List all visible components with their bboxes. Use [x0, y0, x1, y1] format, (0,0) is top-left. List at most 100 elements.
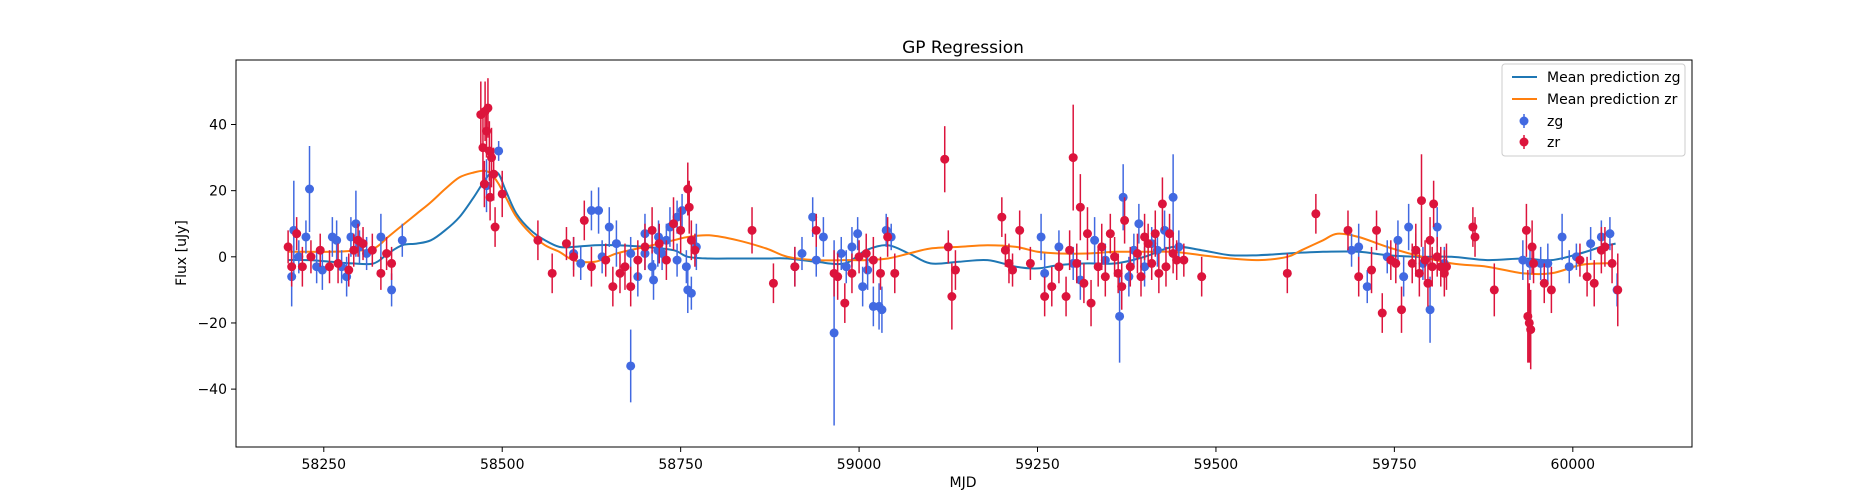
- data-point-zr: [1117, 282, 1127, 292]
- data-point-zg: [677, 206, 687, 215]
- data-point-zr: [601, 255, 611, 265]
- data-point-zg: [1432, 222, 1442, 232]
- data-point-zg: [1399, 272, 1409, 282]
- data-point-zg: [1557, 232, 1567, 242]
- data-point-zr: [615, 268, 625, 278]
- data-point-zg: [1425, 305, 1435, 315]
- data-point-zr: [315, 245, 325, 255]
- data-point-zr: [790, 262, 800, 272]
- legend-label-mean-zg: Mean prediction zg: [1547, 70, 1681, 86]
- data-point-zr: [387, 258, 397, 268]
- plot-background: [236, 60, 1692, 447]
- x-tick-label: 58250: [302, 457, 347, 473]
- x-axis-label: MJD: [950, 475, 977, 491]
- data-point-zr: [1521, 225, 1531, 235]
- data-point-zr: [1407, 258, 1417, 268]
- data-point-zg: [836, 249, 846, 258]
- data-point-zr: [479, 179, 489, 189]
- data-point-zr: [683, 184, 693, 194]
- data-point-zr: [1004, 258, 1014, 268]
- data-point-zr: [297, 262, 307, 272]
- data-point-zr: [579, 215, 589, 225]
- data-point-zr: [1589, 278, 1599, 288]
- data-point-zr: [490, 222, 500, 232]
- data-point-zr: [654, 239, 664, 249]
- data-point-zr: [1311, 209, 1321, 219]
- y-tick-label: 0: [218, 250, 227, 266]
- data-point-zr: [840, 298, 850, 308]
- data-point-zr: [333, 258, 343, 268]
- data-point-zr: [1489, 285, 1499, 295]
- data-point-zr: [1000, 245, 1010, 255]
- legend-label-zr: zr: [1547, 135, 1560, 151]
- data-point-zr: [376, 268, 386, 278]
- data-point-zg: [818, 232, 828, 242]
- legend-box: [1501, 63, 1686, 157]
- data-point-zr: [811, 225, 821, 235]
- data-point-zr: [1113, 268, 1123, 278]
- data-point-zr: [367, 245, 377, 255]
- legend-label-mean-zr: Mean prediction zr: [1547, 92, 1678, 108]
- data-point-zr: [1143, 239, 1153, 249]
- data-point-zg: [604, 222, 614, 232]
- data-point-zg: [294, 252, 304, 262]
- legend-label-zg: zg: [1547, 114, 1563, 130]
- data-point-zr: [1607, 258, 1617, 268]
- data-point-zr: [1470, 232, 1480, 242]
- data-point-zr: [633, 255, 643, 265]
- data-point-zg: [1118, 192, 1128, 202]
- data-point-zr: [833, 272, 843, 282]
- data-point-zr: [561, 239, 571, 249]
- data-point-zr: [1075, 202, 1085, 212]
- data-point-zr: [1468, 222, 1478, 232]
- data-point-zr: [349, 245, 359, 255]
- data-point-zr: [1377, 308, 1387, 318]
- y-axis-label: Flux [uJy]: [174, 220, 190, 286]
- data-point-zr: [1527, 242, 1537, 252]
- data-point-zr: [950, 265, 960, 275]
- data-point-zr: [868, 255, 878, 265]
- data-point-zr: [1367, 265, 1377, 275]
- data-point-zr: [854, 252, 864, 262]
- data-point-zg: [1036, 232, 1046, 242]
- data-point-zr: [489, 169, 499, 179]
- y-tick-label: −40: [197, 382, 227, 398]
- data-point-zr: [1600, 242, 1610, 252]
- data-point-zr: [1575, 255, 1585, 265]
- data-point-zr: [676, 225, 686, 235]
- data-point-zg: [829, 328, 839, 338]
- data-point-zr: [1154, 268, 1164, 278]
- x-tick-label: 59250: [1015, 457, 1060, 473]
- data-point-zg: [1518, 255, 1528, 265]
- x-tick-label: 59500: [1194, 457, 1239, 473]
- data-point-zr: [1008, 265, 1018, 275]
- data-point-zg: [808, 212, 818, 222]
- data-point-zg: [1543, 258, 1553, 268]
- data-point-zr: [283, 242, 293, 252]
- data-point-zr: [943, 242, 953, 252]
- plot-area: [235, 59, 1693, 448]
- data-point-zr: [1354, 272, 1364, 282]
- data-point-zg: [1586, 239, 1596, 249]
- data-point-zr: [1105, 229, 1115, 239]
- data-point-zg: [494, 146, 504, 156]
- data-point-zg: [1347, 245, 1357, 255]
- data-point-zr: [608, 282, 618, 292]
- data-point-zg: [1564, 262, 1574, 272]
- data-point-zr: [1526, 325, 1536, 335]
- data-point-zr: [1613, 285, 1623, 295]
- data-point-zr: [1147, 258, 1157, 268]
- data-point-zr: [1197, 272, 1207, 282]
- data-point-zg: [387, 285, 397, 295]
- data-point-zr: [324, 262, 334, 272]
- data-point-zr: [1546, 285, 1556, 295]
- data-point-zg: [681, 262, 691, 272]
- data-point-zg: [672, 255, 682, 265]
- data-point-zg: [576, 258, 586, 268]
- data-point-zr: [1025, 258, 1035, 268]
- data-point-zr: [497, 189, 507, 199]
- data-point-zr: [1414, 268, 1424, 278]
- data-point-zr: [1432, 252, 1442, 262]
- data-point-zg: [686, 288, 696, 298]
